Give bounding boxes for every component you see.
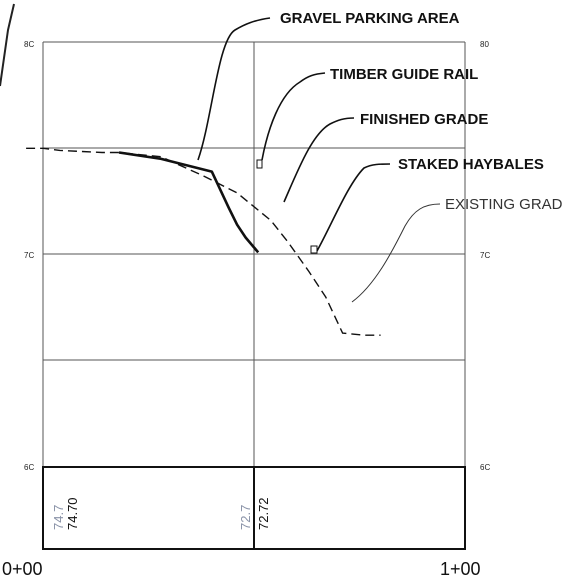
profile-grid (42, 41, 466, 467)
callout-timber-guide-rail: TIMBER GUIDE RAIL (330, 66, 478, 83)
finished-grade-value-start: 74.70 (65, 497, 80, 530)
elev-label-70-right: 7C (480, 251, 490, 260)
callout-staked-haybales: STAKED HAYBALES (398, 156, 544, 173)
existing-grade-value-start: 74.7 (51, 505, 66, 530)
finished-grade-value-mid: 72.72 (256, 497, 271, 530)
station-start-label: 0+00 (2, 559, 43, 579)
timber-guide-rail-post (256, 159, 263, 169)
elev-label-60-left: 6C (24, 463, 34, 472)
station-end-label: 1+00 (440, 559, 481, 579)
callout-gravel-parking-area: GRAVEL PARKING AREA (280, 10, 460, 27)
grade-lines (26, 147, 381, 336)
haybale-marker (310, 245, 318, 254)
leader-finished-grade (283, 117, 355, 203)
elev-label-60-right: 6C (480, 463, 490, 472)
finished-grade-line (118, 151, 260, 254)
margin-stroke (0, 3, 15, 87)
grade-table (42, 466, 466, 550)
callout-finished-grade: FINISHED GRADE (360, 111, 488, 128)
leader-gravel-parking (197, 17, 271, 161)
leader-staked-haybales (316, 163, 391, 252)
existing-grade-value-mid: 72.7 (238, 505, 253, 530)
elev-label-80-right: 80 (480, 40, 489, 49)
elev-label-70-left: 7C (24, 251, 34, 260)
leader-timber-guide-rail (261, 72, 326, 161)
leader-lines (197, 17, 391, 252)
leader-existing-grade (351, 203, 441, 303)
elev-label-80-left: 8C (24, 40, 34, 49)
callout-existing-grade: EXISTING GRADE (445, 196, 563, 213)
existing-grade-line (26, 147, 381, 336)
